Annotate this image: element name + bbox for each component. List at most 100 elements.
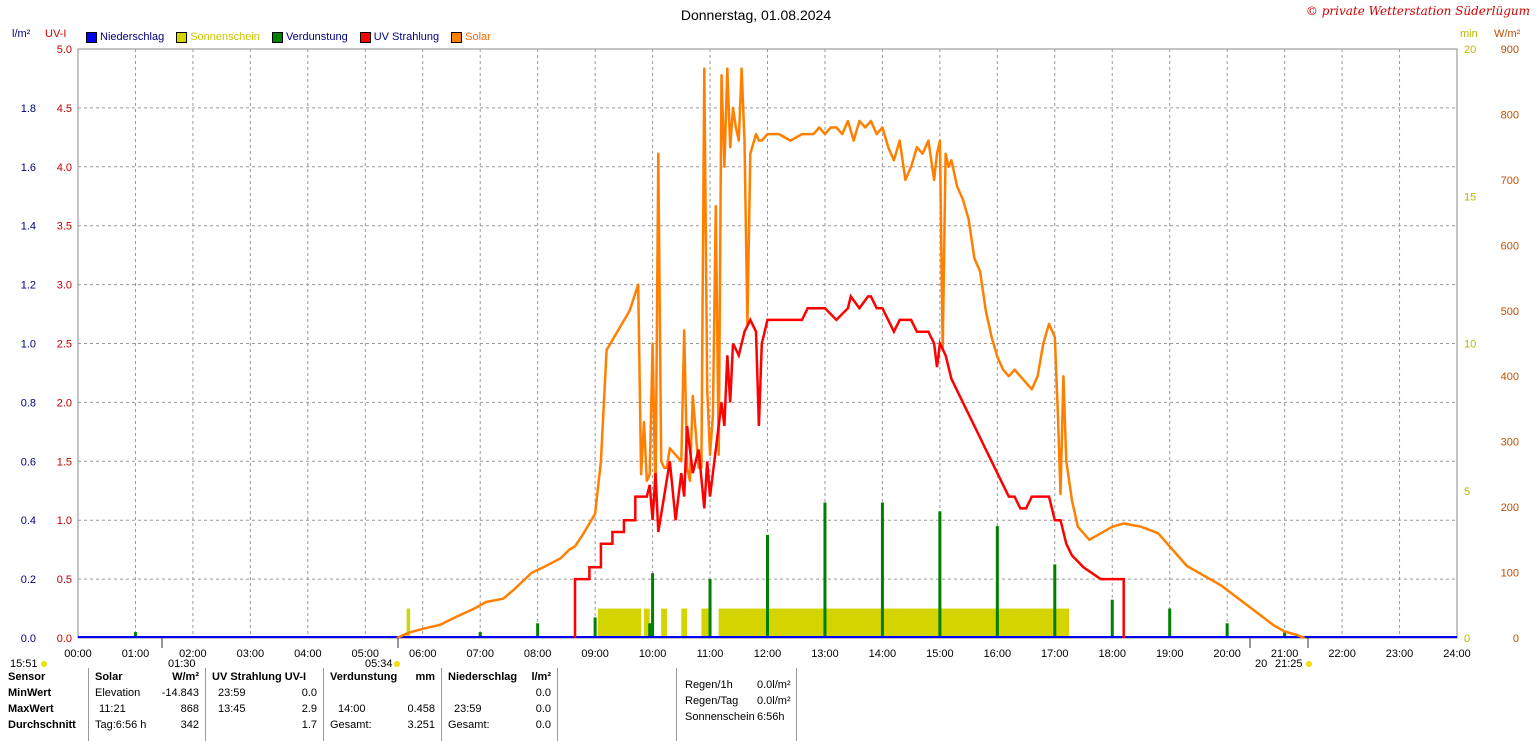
x-tick-label: 13:00 <box>811 648 839 660</box>
rain-unit: l/m² <box>531 671 551 683</box>
rain-min-time: 23:59 <box>454 703 482 715</box>
sunshine-bar <box>643 608 650 638</box>
stats-evap-column: Verdunstung mm 14:00 0.458 Gesamt: 3.251 <box>324 668 442 741</box>
evaporation-bar <box>133 632 137 638</box>
solar-tick-label: 200 <box>1501 502 1519 514</box>
legend-label: UV Strahlung <box>373 31 440 43</box>
uv-tick-label: 0.0 <box>57 633 72 645</box>
legend-label: Verdunstung <box>285 31 348 43</box>
evaporation-bar <box>648 623 652 638</box>
min-row-label: MinWert <box>8 687 52 699</box>
summary-rain-hour-label: Regen/1h <box>685 679 733 691</box>
uv-tick-label: 2.5 <box>57 339 72 351</box>
sunset-dot-icon <box>1306 661 1312 667</box>
uv-unit-label: UV-I <box>45 28 66 40</box>
axis-units: l/m² UV-I min W/m² <box>12 28 1521 40</box>
x-tick-label: 21:00 <box>1271 648 1299 660</box>
legend-item: Solar <box>451 31 491 43</box>
legend-item: Niederschlag <box>86 31 164 43</box>
x-tick-label: 04:00 <box>294 648 322 660</box>
stats-rain-column: Niederschlag l/m² 23:59 0.0 0.0 Gesamt: 0.0 <box>442 668 558 741</box>
x-tick-label: 15:00 <box>926 648 954 660</box>
x-tick-label: 00:00 <box>64 648 92 660</box>
uv-min-time: 23:59 <box>218 687 246 699</box>
legend-swatch <box>359 31 371 43</box>
sunshine-bar <box>661 608 667 638</box>
rain-max-value: 0.0 <box>535 703 551 715</box>
solar-avg-time: Tag:6:56 h <box>95 719 147 731</box>
x-tick-label: 22:00 <box>1328 648 1356 660</box>
x-tick-label: 14:00 <box>869 648 897 660</box>
uv-tick-label: 4.5 <box>57 103 72 115</box>
evaporation-bar <box>938 511 942 638</box>
x-tick-label: 01:00 <box>122 648 150 660</box>
sunshine-unit-label: min <box>1460 28 1478 40</box>
rain-total-value: 0.0 <box>535 719 551 731</box>
evaporation-bar <box>995 526 999 638</box>
evap-max-value: 0.458 <box>407 703 435 715</box>
evaporation-bar <box>708 579 712 638</box>
rain-tick-label: 1.4 <box>21 221 36 233</box>
x-tick-label: 11:00 <box>697 648 724 660</box>
evap-total-label: Gesamt: <box>330 719 372 731</box>
copyright-label: © private Wetterstation Süderlügum <box>1305 4 1530 18</box>
solar-tick-label: 600 <box>1501 240 1519 252</box>
marker-left-time: 15:51 <box>10 658 38 668</box>
x-tick-label: 23:00 <box>1386 648 1414 660</box>
uv-min-value: 0.0 <box>301 687 317 699</box>
legend-item: Sonnenschein <box>176 31 260 43</box>
rain-tick-label: 0.2 <box>21 574 36 586</box>
rain-tick-label: 1.2 <box>21 280 36 292</box>
uv-max-value: 2.9 <box>301 703 317 715</box>
uv-tick-label: 1.5 <box>57 456 72 468</box>
evap-unit: mm <box>415 671 435 683</box>
x-tick-label: 17:00 <box>1041 648 1069 660</box>
sunshine-bar <box>406 608 411 638</box>
uv-max-time: 13:45 <box>218 703 246 715</box>
solar-tick-label: 400 <box>1501 371 1519 383</box>
rain-tick-label: 0.0 <box>21 633 36 645</box>
stats-solar-column: Solar W/m² Elevation -14.843 11:21 868 Tag:… <box>89 668 206 741</box>
sunshine-bar <box>701 608 711 638</box>
sunshine-bar <box>597 608 642 638</box>
x-tick-label: 02:00 <box>179 648 207 660</box>
evaporation-bar <box>1225 623 1229 638</box>
legend-item: UV Strahlung <box>359 31 440 43</box>
solar-tick-label: 100 <box>1501 568 1519 580</box>
sun-dot-icon <box>41 661 47 667</box>
sunrise-dot-icon <box>394 661 400 667</box>
legend-swatch <box>451 31 463 43</box>
series-layer <box>78 67 1457 640</box>
sunset-time: 21:25 <box>1275 658 1303 668</box>
legend-label: Solar <box>465 31 491 43</box>
summary-rain-day-value: 0.0l/m² <box>757 695 791 707</box>
legend-swatch <box>176 31 188 43</box>
x-tick-label: 20:00 <box>1213 648 1241 660</box>
summary-rain-hour-value: 0.0l/m² <box>757 679 791 691</box>
evaporation-bar <box>536 623 540 638</box>
rain-tick-label: 0.6 <box>21 456 36 468</box>
x-tick-label: 12:00 <box>754 648 782 660</box>
rain-tick-label: 1.0 <box>21 339 36 351</box>
solar-series-line <box>396 67 1306 640</box>
evap-header: Verdunstung <box>330 671 398 683</box>
uv-tick-label: 0.5 <box>57 574 72 586</box>
summary-rain-day-label: Regen/Tag <box>685 695 739 707</box>
evaporation-bar <box>1110 599 1114 638</box>
evaporation-bar <box>1053 564 1057 638</box>
rain-tick-label: 0.8 <box>21 397 36 409</box>
evap-max-time: 14:00 <box>338 703 366 715</box>
rain-header: Niederschlag <box>448 671 518 683</box>
axis-ticks: 00:00 01:00 02:00 03:00 04:00 05:00 06:00 07:00… <box>21 44 1519 660</box>
solar-tick-label: 0 <box>1513 633 1519 645</box>
stats-sensor-column: Sensor MinWert MaxWert Durchschnitt <box>0 668 89 741</box>
x-tick-label: 18:00 <box>1098 648 1126 660</box>
evaporation-bar <box>766 534 769 638</box>
legend-label: Niederschlag <box>100 31 165 43</box>
sunshine-tick-label: 15 <box>1464 191 1476 203</box>
sensor-header: Sensor <box>8 671 46 683</box>
sunshine-tick-label: 10 <box>1464 339 1476 351</box>
x-tick-label: 09:00 <box>581 648 609 660</box>
x-tick-label: 19:00 <box>1156 648 1184 660</box>
rain-tick-label: 1.8 <box>21 103 36 115</box>
